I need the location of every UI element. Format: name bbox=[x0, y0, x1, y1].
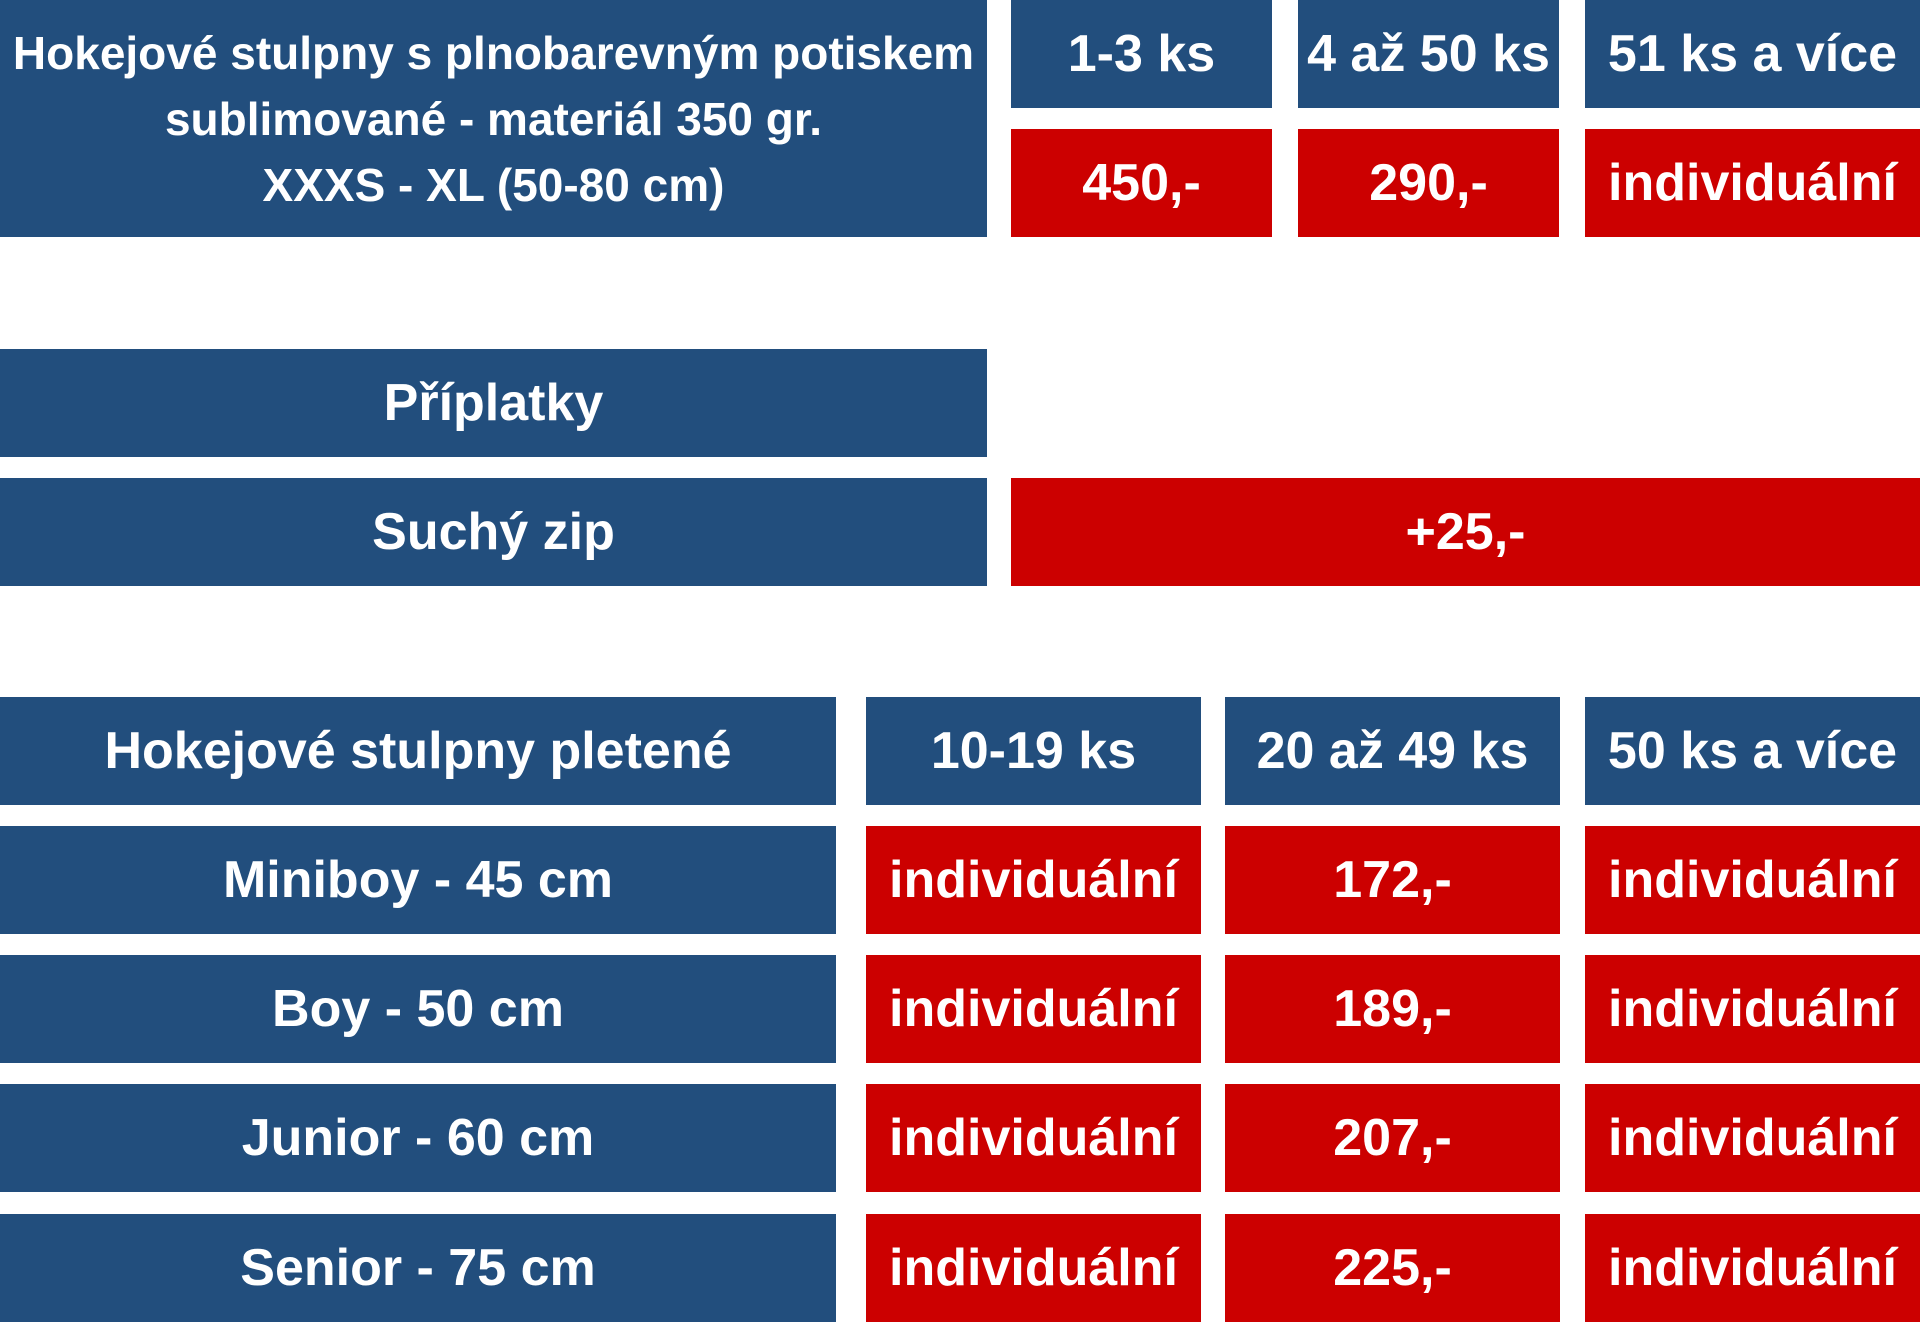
knitted-row-price: 207,- bbox=[1225, 1084, 1560, 1192]
knitted-row-price: individuální bbox=[866, 1214, 1201, 1322]
knitted-tier-2: 20 až 49 ks bbox=[1225, 697, 1560, 805]
sublimated-title-line-2: sublimované - materiál 350 gr. bbox=[164, 92, 823, 145]
knitted-row-price: individuální bbox=[1585, 1084, 1920, 1192]
knitted-row-price: individuální bbox=[1585, 1214, 1920, 1322]
knitted-title: Hokejové stulpny pletené bbox=[0, 697, 836, 805]
knitted-row-label: Miniboy - 45 cm bbox=[0, 826, 836, 934]
sublimated-tier-2: 4 až 50 ks bbox=[1298, 0, 1559, 108]
knitted-row-label: Junior - 60 cm bbox=[0, 1084, 836, 1192]
knitted-row-price: 225,- bbox=[1225, 1214, 1560, 1322]
knitted-tier-1: 10-19 ks bbox=[866, 697, 1201, 805]
knitted-row-label: Boy - 50 cm bbox=[0, 955, 836, 1063]
knitted-row-price: individuální bbox=[866, 1084, 1201, 1192]
sublimated-price-2: 290,- bbox=[1298, 129, 1559, 237]
sublimated-price-3: individuální bbox=[1585, 129, 1920, 237]
knitted-row-price: 189,- bbox=[1225, 955, 1560, 1063]
sublimated-price-1: 450,- bbox=[1011, 129, 1272, 237]
surcharge-price-velcro: +25,- bbox=[1011, 478, 1920, 586]
knitted-row-price: 172,- bbox=[1225, 826, 1560, 934]
knitted-row-price: individuální bbox=[1585, 826, 1920, 934]
knitted-row-price: individuální bbox=[866, 955, 1201, 1063]
sublimated-title-line-1: Hokejové stulpny s plnobarevným potiskem bbox=[12, 26, 975, 79]
surcharges-title: Příplatky bbox=[0, 349, 987, 457]
knitted-row-price: individuální bbox=[1585, 955, 1920, 1063]
surcharge-label-velcro: Suchý zip bbox=[0, 478, 987, 586]
sublimated-tier-1: 1-3 ks bbox=[1011, 0, 1272, 108]
knitted-row-label: Senior - 75 cm bbox=[0, 1214, 836, 1322]
knitted-tier-3: 50 ks a více bbox=[1585, 697, 1920, 805]
knitted-row-price: individuální bbox=[866, 826, 1201, 934]
sublimated-title-line-3: XXXS - XL (50-80 cm) bbox=[262, 158, 725, 211]
sublimated-title: Hokejové stulpny s plnobarevným potiskem… bbox=[0, 0, 987, 237]
sublimated-tier-3: 51 ks a více bbox=[1585, 0, 1920, 108]
